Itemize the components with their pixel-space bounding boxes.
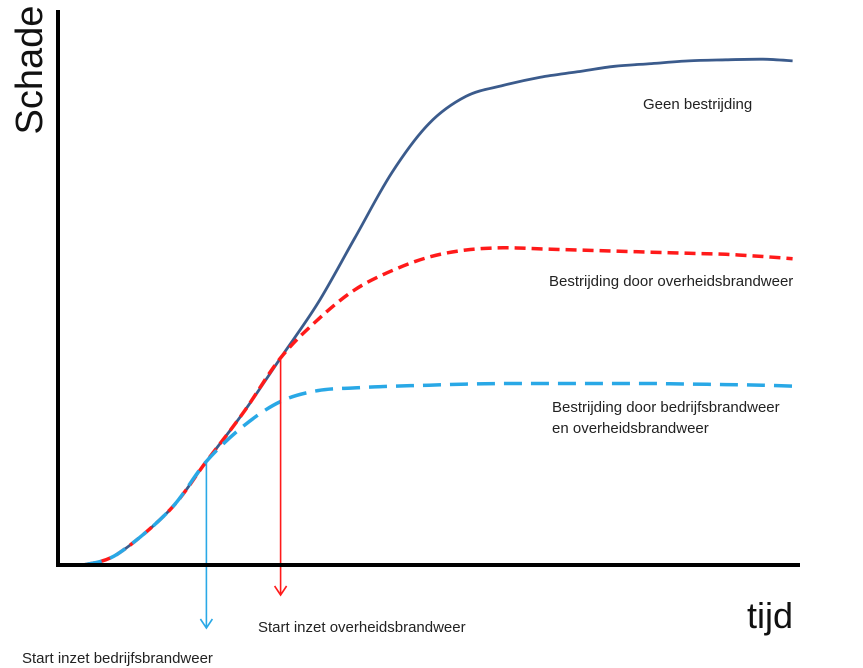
arrow-down-icon: [273, 585, 288, 597]
series-label-bedrijfsbrandweer: Bestrijding door bedrijfsbrandweer en ove…: [552, 399, 780, 437]
series-label-geen-bestrijding: Geen bestrijding: [643, 96, 752, 113]
series-line-bedrijfsbrandweer: [83, 381, 793, 567]
series-label-overheidsbrandweer: Bestrijding door overheidsbrandweer: [549, 273, 793, 290]
marker-layer: [199, 357, 288, 630]
marker-label-overheidsbrandweer: Start inzet overheidsbrandweer: [258, 619, 466, 636]
series-layer: [83, 57, 793, 567]
y-axis-label: Schade: [9, 6, 51, 135]
x-axis-label: tijd: [747, 595, 793, 636]
series-line-geen-bestrijding: [83, 57, 793, 567]
arrow-down-icon: [199, 618, 214, 630]
label-layer: Geen bestrijding Bestrijding door overhei…: [22, 96, 793, 667]
marker-label-bedrijfsbrandweer: Start inzet bedrijfsbrandweer: [22, 650, 213, 667]
